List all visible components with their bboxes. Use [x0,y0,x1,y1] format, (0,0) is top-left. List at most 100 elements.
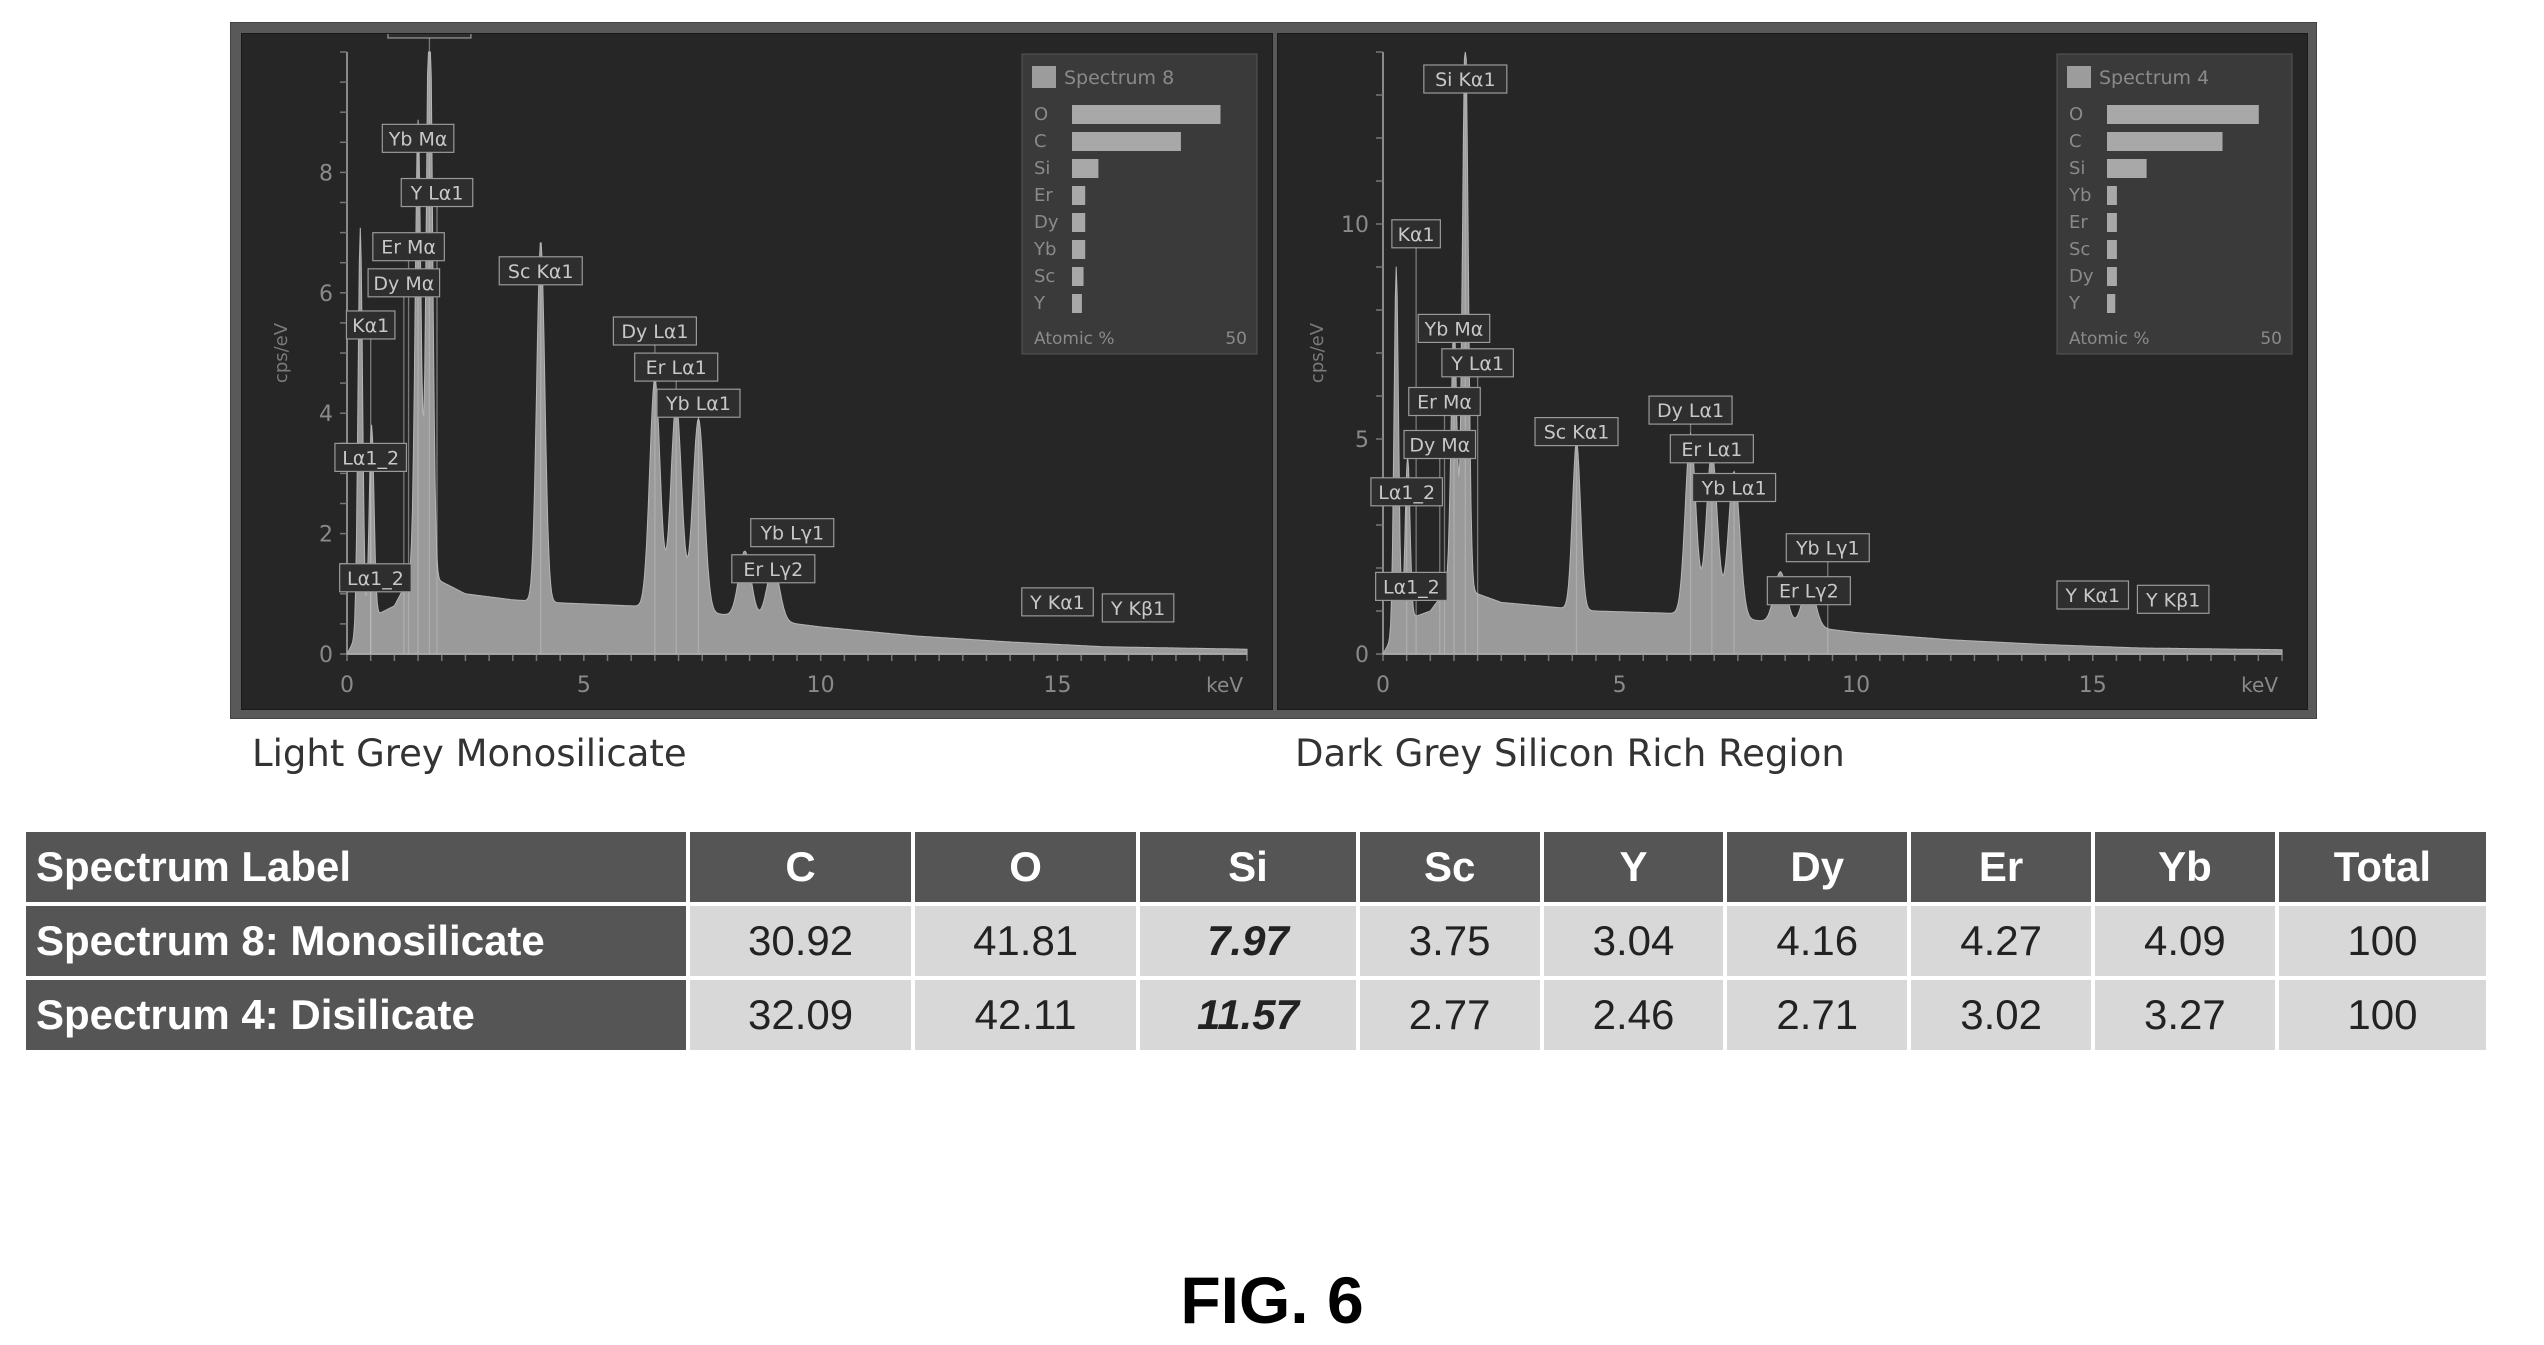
x-tick-label: 0 [1376,673,1390,698]
peak-label-text: Lα1_2 [342,447,399,469]
table-row: Spectrum 4: Disilicate 32.09 42.11 11.57… [26,980,2486,1050]
y-tick-label: 5 [1355,428,1369,453]
x-tick-label: 10 [1842,673,1870,698]
peak-label: Er Lγ2 [731,554,816,584]
peak-label-text: Dy Mα [1409,435,1470,457]
legend-element-label: Dy [2069,266,2094,287]
legend-element-label: Sc [1034,266,1055,287]
col-header-dy: Dy [1727,832,1908,902]
x-axis-label: keV [2241,673,2278,697]
legend-inset: Spectrum 8 OC Si Er Dy Yb Sc Y Atomic % 50 [1021,53,1258,355]
peak-label-text: Er Mα [381,237,436,259]
legend-axis-label: Atomic % [1034,329,1115,349]
row-label: Spectrum 8: Monosilicate [26,906,686,976]
peak-label: Lα1_2 [334,442,408,472]
cell-dy: 4.16 [1727,906,1908,976]
peak-label: Dy Mα [367,268,441,298]
legend-bar [2107,240,2117,259]
peak-label-text: Yb Lα1 [1701,478,1767,500]
peak-label: Yb Lγ1 [1785,533,1870,563]
peak-label-box [1785,533,1870,563]
peak-label: Y Kα1 [1021,587,1094,617]
cell-yb: 4.09 [2095,906,2275,976]
y-tick-label: 0 [319,643,333,668]
legend-background [2056,53,2293,355]
x-tick-label: 5 [577,673,591,698]
peak-label-text: Lα1_2 [1383,576,1440,598]
peak-label: Er Lα1 [1669,434,1754,464]
peak-label-box [387,34,472,39]
peak-label-text: Yb Lγ1 [1795,538,1860,560]
peak-label-text: Sc Kα1 [1544,422,1610,444]
cell-er: 4.27 [1911,906,2091,976]
peak-label-box [1391,219,1441,249]
peak-label-box [612,316,697,346]
legend-bar [1072,213,1086,232]
peak-label: Dy Mα [1403,429,1477,460]
peak-label-box [2136,584,2210,614]
peak-label-text: Y Kα1 [2064,585,2120,607]
peak-label-box [1534,417,1619,447]
peak-label: Si Kα1 [1423,64,1508,94]
y-tick-label: 8 [319,161,333,186]
legend-title: Spectrum 4 [2099,67,2209,89]
peak-label-box [367,268,441,298]
cell-er: 3.02 [1911,980,2091,1050]
peak-label: Lα1_2 [1375,571,1448,602]
peak-label: Lα1_2 [1370,477,1444,507]
table-header-row: Spectrum Label C O Si Sc Y Dy Er Yb Tota… [26,832,2486,902]
row-label: Spectrum 4: Disilicate [26,980,686,1050]
cell-c: 32.09 [690,980,912,1050]
table-row: Spectrum 8: Monosilicate 30.92 41.81 7.9… [26,906,2486,976]
cell-y: 3.04 [1543,906,1724,976]
x-axis-label: keV [1206,673,1243,697]
peak-label-text: Si Kα1 [399,34,459,36]
cell-dy: 2.71 [1727,980,1908,1050]
y-axis-label: cps/eV [1307,322,1328,383]
figure-label: FIG. 6 [1180,1263,1364,1337]
legend-axis-max: 50 [1225,329,1247,349]
peak-label-box [750,518,835,548]
col-header-sc: Sc [1359,832,1540,902]
peak-label: Y Lα1 [1441,348,1514,378]
peak-label: Dy Lα1 [612,316,697,346]
peak-label-text: Y Lα1 [1450,353,1504,375]
cell-sc: 3.75 [1359,906,1540,976]
peak-label: Er Lγ2 [1766,576,1851,606]
x-tick-label: 15 [2079,673,2107,698]
peak-label: Yb Mα [381,123,455,153]
peak-label-text: Dy Lα1 [621,321,688,343]
peak-label: Er Lα1 [634,352,719,382]
legend-bar [1072,267,1084,286]
peak-label-box [656,388,741,418]
legend-bar [1072,240,1086,259]
y-tick-label: 0 [1355,643,1369,668]
col-header-yb: Yb [2095,832,2275,902]
caption-monosilicate: Light Grey Monosilicate [252,732,687,775]
peak-label: Yb Lγ1 [750,518,835,548]
peak-label-box [1101,593,1175,623]
peak-label-text: Y Kβ1 [2145,589,2200,611]
cell-y: 2.46 [1543,980,1724,1050]
legend-element-label: Yb [1033,239,1056,260]
x-tick-label: 10 [807,673,835,698]
legend-axis-max: 50 [2260,329,2282,349]
legend-element-label: C [1034,131,1047,152]
y-tick-label: 2 [319,523,333,548]
legend-element-label: Er [1034,185,1053,206]
peak-label: Yb Mα [1417,313,1491,343]
legend-bar [2107,132,2223,151]
cell-c: 30.92 [690,906,912,976]
peak-label-box [1648,395,1733,425]
peak-label-box [1417,313,1491,343]
legend-element-label: Dy [1034,212,1059,233]
peak-label-text: Dy Mα [373,273,434,295]
x-tick-label: 0 [340,673,354,698]
legend-bar [2107,294,2116,313]
peak-label: Y Kα1 [2056,580,2130,610]
col-header-er: Er [1911,832,2091,902]
col-header-total: Total [2278,832,2486,902]
legend-element-label: Si [1034,158,1050,179]
peak-label: Sc Kα1 [498,256,583,286]
peak-label-box [1669,434,1754,464]
